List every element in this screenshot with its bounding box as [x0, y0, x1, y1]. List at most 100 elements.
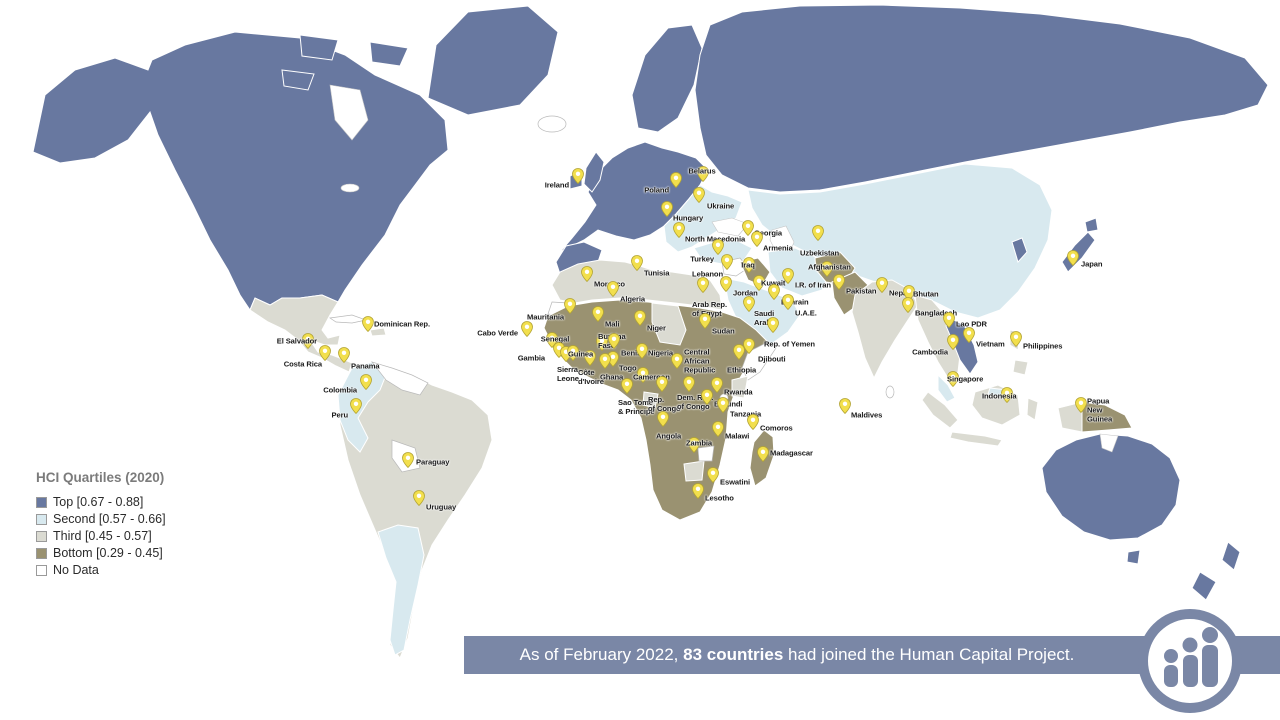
black-sea	[711, 217, 749, 237]
map-pin-algeria	[607, 281, 619, 297]
map-pin-comoros	[747, 414, 759, 430]
russia	[694, 4, 1269, 193]
map-pin-benin	[608, 333, 620, 349]
map-pin-label: Comoros	[760, 423, 793, 433]
map-pin-panama	[338, 347, 350, 363]
map-pin-tunisia	[631, 255, 643, 271]
map-pin-nigeria	[636, 343, 648, 359]
map-pin-cambodia	[947, 334, 959, 350]
venezuela-guyanas	[371, 361, 429, 396]
map-pin-zambia	[688, 437, 700, 453]
sri-lanka	[885, 385, 895, 399]
map-pin-label: Turkey	[690, 254, 714, 264]
map-pin-label: Vietnam	[976, 339, 1005, 349]
map-pin-armenia	[751, 231, 763, 247]
sumatra	[921, 391, 959, 429]
map-pin-label: Jordan	[733, 288, 758, 298]
sulawesi	[1026, 397, 1039, 421]
java	[949, 431, 1003, 447]
map-pin-i-r-of-iran	[782, 268, 794, 284]
map-pin-label: Peru	[331, 410, 349, 420]
map-pin-dominican-rep-	[362, 316, 374, 332]
map-pin-ukraine	[693, 187, 705, 203]
map-pin-label: Eswatini	[720, 477, 751, 487]
botswana-region	[683, 460, 705, 482]
map-pin-label: Kuwait	[761, 278, 786, 288]
map-pin-arab-rep-of-egypt	[697, 277, 709, 293]
map-pin-label: U.A.E.	[795, 308, 817, 318]
map-pin-label: Hungary	[673, 213, 704, 223]
map-pin-label: Central African Republic	[684, 347, 716, 375]
tasmania	[1126, 549, 1141, 565]
map-pin-el-salvador	[302, 333, 314, 349]
banner-text-bold: 83 countries	[683, 645, 784, 664]
map-pin-papua-new-guinea	[1075, 397, 1087, 413]
map-pin-label: Ukraine	[707, 201, 735, 211]
map-pin-label: Costa Rica	[283, 359, 322, 369]
map-pin-label: Algeria	[620, 294, 646, 304]
indochina	[914, 294, 961, 379]
map-pin-singapore	[947, 371, 959, 387]
map-pin-label: Angola	[656, 431, 682, 441]
map-pin-label: Lao PDR	[956, 319, 987, 329]
map-pin-senegal	[546, 332, 558, 348]
map-pin-label: Togo	[619, 363, 637, 373]
map-pin-tanzania	[717, 397, 729, 413]
map-pin-label: Nepal	[889, 288, 910, 298]
legend-row: Bottom [0.29 - 0.45]	[36, 546, 166, 560]
map-pin-label: Guinea	[568, 349, 594, 359]
arctic-island-2	[369, 41, 409, 67]
map-pin-label: Senegal	[540, 334, 570, 344]
legend-row: No Data	[36, 563, 166, 577]
zimbabwe-region	[697, 445, 715, 462]
map-pin-burkina-faso	[596, 335, 608, 351]
map-pin-label: Cambodia	[912, 347, 948, 357]
map-pin-lao-pdr	[943, 312, 955, 328]
map-pin-label: Uruguay	[426, 502, 457, 512]
map-pin-malawi	[712, 421, 724, 437]
map-pin-label: Bangladesh	[915, 308, 958, 318]
japan-hokkaido	[1084, 217, 1099, 233]
map-pin-label: Uzbekistan	[800, 248, 840, 258]
legend-label: Second [0.57 - 0.66]	[53, 512, 166, 526]
legend-row: Third [0.45 - 0.57]	[36, 529, 166, 543]
korea	[1011, 237, 1028, 263]
map-pin-sudan	[699, 313, 711, 329]
map-pin-madagascar	[757, 446, 769, 462]
gulf-of-carpentaria	[1099, 433, 1119, 453]
map-pin-label: Nigeria	[648, 348, 674, 358]
map-pin-lebanon	[721, 254, 733, 270]
map-pin-pakistan	[833, 274, 845, 290]
legend-label: No Data	[53, 563, 99, 577]
cuba	[329, 314, 368, 324]
map-pin-c-te-d-ivoire	[584, 350, 596, 366]
legend-swatch	[36, 547, 47, 559]
map-pin-label: Mauritania	[527, 312, 564, 322]
hispaniola	[369, 327, 387, 337]
map-pin-belarus	[697, 166, 709, 182]
map-pin-label: Dominican Rep.	[374, 319, 430, 329]
map-pin-ethiopia	[733, 344, 745, 360]
map-pin-label: Gambia	[517, 353, 545, 363]
map-pin-label: Cameroon	[633, 372, 670, 382]
map-pin-label: Djibouti	[758, 354, 786, 364]
map-pin-central-african-republic	[671, 353, 683, 369]
map-pin-poland	[670, 172, 682, 188]
legend-swatch	[36, 564, 47, 576]
map-pin-ghana	[599, 353, 611, 369]
map-pin-eswatini	[707, 467, 719, 483]
banner-text: As of February 2022, 83 countries had jo…	[520, 645, 1075, 665]
map-pin-label: Paraguay	[416, 457, 450, 467]
map-pin-vietnam	[963, 327, 975, 343]
sub-saharan-africa	[543, 299, 769, 521]
scandinavia	[631, 24, 703, 133]
map-pin-philippines	[1010, 331, 1022, 347]
map-pin-label: Ethiopia	[727, 365, 757, 375]
papua-new-guinea-region	[1081, 401, 1133, 433]
map-pin-label: Sudan	[712, 326, 735, 336]
legend-title: HCI Quartiles (2020)	[36, 470, 165, 485]
map-pin-rep-of-yemen	[767, 317, 779, 333]
new-zealand-south	[1191, 571, 1217, 601]
